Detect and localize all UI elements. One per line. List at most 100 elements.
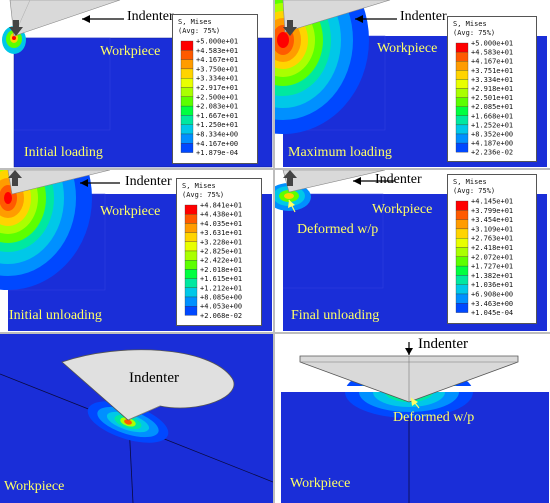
legend-value: +4.583e+01: [471, 49, 513, 57]
legend-swatch: [455, 303, 469, 313]
legend-value: +4.053e+00: [200, 303, 242, 311]
legend-swatch: [180, 87, 194, 97]
legend-value: +3.463e+00: [471, 300, 513, 308]
legend-value: +1.615e+01: [200, 275, 242, 283]
legend-swatch: [455, 133, 469, 144]
legend-value: +1.250e+01: [196, 121, 238, 129]
panel-caption: Initial unloading: [9, 308, 102, 323]
panel-caption: Initial loading: [24, 145, 103, 160]
color-legend: S, Mises (Avg: 75%) +4.841e+01 +4.438e+01…: [176, 178, 262, 326]
panel-final-unloading: Indenter Workpiece Deformed w/p Final un…: [275, 170, 550, 332]
color-legend: S, Mises (Avg: 75%) +4.145e+01 +3.799e+01…: [447, 174, 537, 324]
legend-swatch: [184, 278, 198, 288]
color-legend: S, Mises (Avg: 75%) +5.000e+01 +4.583e+01…: [172, 14, 258, 164]
legend-swatch: [455, 42, 469, 53]
legend-subtitle: (Avg: 75%): [453, 29, 496, 37]
legend-value: +8.085e+00: [200, 294, 242, 302]
load-down-arrow-icon: [9, 20, 23, 36]
legend-swatch: [180, 96, 194, 107]
legend-value: +2.918e+01: [471, 85, 513, 93]
legend-swatch: [455, 51, 469, 62]
legend-title: S, Mises: [182, 182, 216, 190]
legend-value: +1.212e+01: [200, 284, 242, 292]
legend-value: +2.422e+01: [200, 257, 242, 265]
load-up-arrow-icon: [283, 170, 297, 186]
legend-swatch: [455, 70, 469, 80]
legend-value: +1.668e+01: [471, 112, 513, 120]
pointer-arrow-icon: [411, 398, 418, 406]
legend-swatch: [184, 306, 198, 316]
legend-value: +2.500e+01: [196, 93, 238, 101]
load-down-arrow-icon: [283, 20, 297, 36]
legend-value: +1.252e+01: [471, 121, 513, 129]
fem-scene: [0, 334, 273, 503]
legend-value: +3.799e+01: [471, 207, 513, 215]
pointer-arrow-icon: [405, 348, 413, 355]
pointer-arrow-icon: [353, 177, 361, 185]
panel-caption: Maximum loading: [288, 145, 392, 160]
legend-swatch: [455, 256, 469, 267]
indenter-label: Indenter: [400, 9, 447, 24]
legend-swatch: [180, 68, 194, 79]
legend-swatch: [455, 228, 469, 239]
legend-value: +4.438e+01: [200, 211, 242, 219]
legend-value: +8.334e+00: [196, 131, 238, 139]
legend-value: +2.236e-02: [471, 149, 513, 157]
pointer-arrow-icon: [80, 179, 88, 187]
legend-swatch: [184, 260, 198, 270]
legend-value: +1.727e+01: [471, 263, 513, 271]
legend-swatch: [455, 142, 469, 153]
legend-swatch: [180, 115, 194, 125]
column-divider: [273, 0, 275, 503]
workpiece-label: Workpiece: [4, 479, 65, 494]
legend-value: +4.187e+00: [471, 140, 513, 148]
legend-swatch: [180, 124, 194, 135]
legend-value: +3.631e+01: [200, 229, 242, 237]
legend-title: S, Mises: [453, 178, 487, 186]
legend-value: +1.382e+01: [471, 272, 513, 280]
legend-subtitle: (Avg: 75%): [453, 187, 496, 195]
workpiece-label: Workpiece: [100, 44, 161, 59]
legend-subtitle: (Avg: 75%): [182, 191, 225, 199]
legend-value: +5.000e+01: [196, 38, 238, 46]
legend-swatch: [184, 250, 198, 261]
legend-value: +2.068e-02: [200, 312, 242, 320]
legend-swatch: [184, 241, 198, 252]
legend-swatch: [455, 265, 469, 276]
deformed-label: Deformed w/p: [297, 222, 379, 237]
panel-2d-section: Indenter Deformed w/p Workpiece: [275, 334, 550, 503]
legend-value: +2.018e+01: [200, 266, 242, 274]
legend-swatch: [455, 247, 469, 257]
legend-value: +2.501e+01: [471, 94, 513, 102]
load-up-arrow-icon: [8, 170, 22, 186]
legend-value: +1.045e-04: [471, 309, 513, 317]
panel-3d-view: Indenter Workpiece: [0, 334, 273, 503]
legend-value: +2.072e+01: [471, 253, 513, 261]
indenter-label: Indenter: [375, 172, 422, 187]
pointer-arrow-icon: [288, 200, 295, 208]
legend-value: +1.879e-04: [196, 149, 238, 157]
legend-swatch: [184, 204, 198, 215]
legend-title: S, Mises: [178, 18, 212, 26]
indenter-label: Indenter: [125, 174, 172, 189]
legend-title: S, Mises: [453, 20, 487, 28]
legend-swatch: [184, 287, 198, 298]
legend-value: +4.167e+00: [196, 140, 238, 148]
panel-initial-loading: Indenter Workpiece Initial loading S, Mi…: [0, 0, 273, 168]
legend-subtitle: (Avg: 75%): [178, 27, 221, 35]
legend-swatch: [455, 97, 469, 107]
indenter-label: Indenter: [127, 9, 174, 24]
legend-swatch: [184, 232, 198, 242]
workpiece-label: Workpiece: [290, 476, 351, 491]
row-divider-1: [0, 168, 550, 170]
legend-value: +3.228e+01: [200, 238, 242, 246]
legend-value: +4.035e+01: [200, 220, 242, 228]
legend-swatch: [180, 143, 194, 153]
legend-value: +1.667e+01: [196, 112, 238, 120]
legend-value: +4.583e+01: [196, 47, 238, 55]
legend-swatch: [455, 61, 469, 71]
legend-value: +4.841e+01: [200, 202, 242, 210]
panel-caption: Final unloading: [291, 308, 380, 323]
legend-value: +3.109e+01: [471, 225, 513, 233]
row-divider-2: [0, 332, 550, 334]
